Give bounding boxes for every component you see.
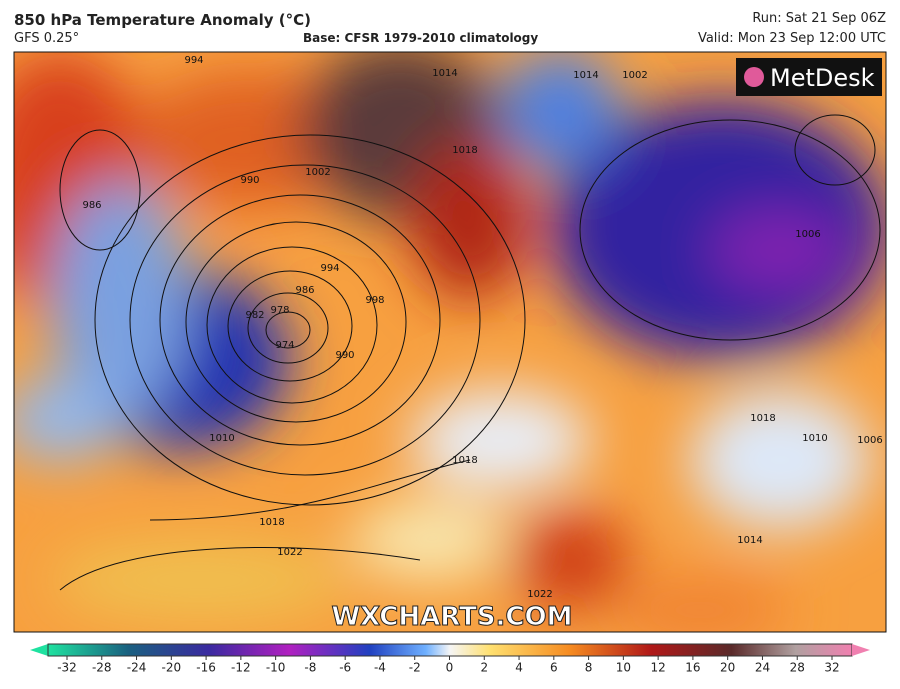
isobar-label: 990 <box>240 175 259 186</box>
colorbar-tick-label: -28 <box>92 661 112 675</box>
colorbar-tick-label: 0 <box>446 661 454 675</box>
colorbar-tick-label: 24 <box>755 661 770 675</box>
colorbar-tick-label: 6 <box>550 661 558 675</box>
isobar-label: 1014 <box>432 68 457 79</box>
isobar-label: 1022 <box>277 547 302 558</box>
colorbar-tick-label: -6 <box>339 661 351 675</box>
colorbar-tick-label: -2 <box>409 661 421 675</box>
colorbar-tick-label: 10 <box>616 661 631 675</box>
isobar-label: 994 <box>320 263 339 274</box>
isobar-label: 998 <box>365 295 384 306</box>
isobar-label: 1006 <box>795 229 820 240</box>
colorbar-tick-label: 2 <box>480 661 488 675</box>
colorbar-tick-label: 4 <box>515 661 523 675</box>
colorbar-tick-label: 8 <box>585 661 593 675</box>
model: GFS 0.25° <box>14 31 80 46</box>
colorbar-tick-label: -32 <box>57 661 77 675</box>
isobar-label: 1010 <box>802 433 827 444</box>
colorbar-tick-label: 12 <box>650 661 665 675</box>
colorbar-tick-label: -20 <box>162 661 182 675</box>
colorbar-tick-label: 32 <box>824 661 839 675</box>
isobar-label: 982 <box>245 310 264 321</box>
title: 850 hPa Temperature Anomaly (°C) <box>14 11 311 29</box>
colorbar-tick-label: 16 <box>685 661 700 675</box>
valid: Valid: Mon 23 Sep 12:00 UTC <box>697 31 886 46</box>
colorbar-tick-label: -16 <box>196 661 216 675</box>
isobar-label: 986 <box>295 285 314 296</box>
colorbar-tick-label: -4 <box>374 661 386 675</box>
colorbar-tick-label: -8 <box>304 661 316 675</box>
colorbar-min-cap <box>30 644 48 656</box>
colorbar-tick-label: 20 <box>720 661 735 675</box>
anomaly-field <box>14 52 886 632</box>
isobar-label: 1014 <box>573 70 598 81</box>
colorbar-tick-label: -12 <box>231 661 251 675</box>
isobar-label: 1018 <box>452 455 477 466</box>
isobar-label: 1002 <box>305 167 330 178</box>
isobar-label: 1018 <box>750 413 775 424</box>
isobar-label: 1006 <box>857 435 882 446</box>
colorbar-tick-label: 28 <box>790 661 805 675</box>
colorbar-max-cap <box>852 644 870 656</box>
isobar-label: 1002 <box>622 70 647 81</box>
run: Run: Sat 21 Sep 06Z <box>752 11 886 26</box>
isobar-label: 994 <box>184 55 203 66</box>
watermark: WXCHARTS.COM <box>331 602 572 632</box>
colorbar <box>47 643 853 657</box>
isobar-label: 986 <box>82 200 101 211</box>
map-frame <box>13 51 887 633</box>
logo-icon <box>744 67 764 87</box>
isobar-label: 1010 <box>209 433 234 444</box>
isobar-label: 1022 <box>527 589 552 600</box>
isobar-label: 974 <box>275 340 294 351</box>
isobar-label: 1014 <box>737 535 762 546</box>
isobars <box>59 114 881 591</box>
isobar-label: 990 <box>335 350 354 361</box>
isobar-label: 1018 <box>259 517 284 528</box>
colorbar-tick-label: -10 <box>266 661 286 675</box>
base: Base: CFSR 1979-2010 climatology <box>303 31 539 45</box>
colorbar-tick-label: -24 <box>127 661 147 675</box>
isobar-label: 978 <box>270 305 289 316</box>
isobar-label: 1018 <box>452 145 477 156</box>
logo: MetDesk <box>770 64 875 92</box>
